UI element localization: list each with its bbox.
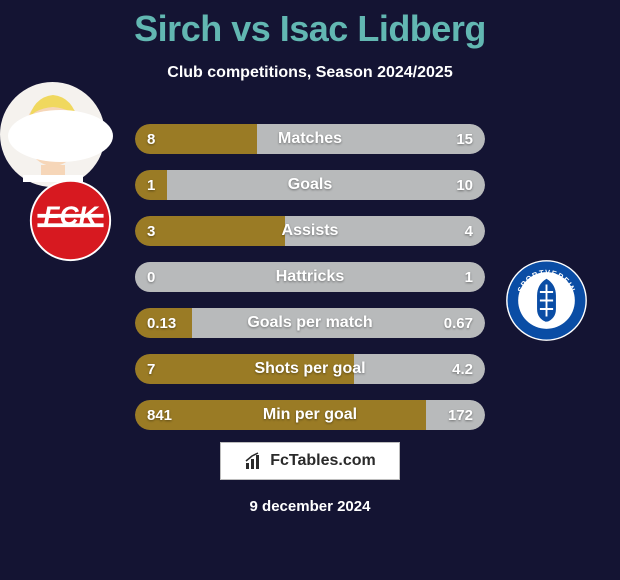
fck-logo-icon: FCK <box>28 178 113 263</box>
stat-label: Goals per match <box>135 308 485 338</box>
value-left: 3 <box>147 216 155 246</box>
stat-label: Assists <box>135 216 485 246</box>
stats-bars: Matches815Goals110Assists34Hattricks01Go… <box>135 124 485 446</box>
stat-row: Shots per goal7 4.2 <box>135 354 485 384</box>
stat-row: Goals per match0.13 0.67 <box>135 308 485 338</box>
value-right: 0.67 <box>444 308 473 338</box>
stat-row: Assists3 4 <box>135 216 485 246</box>
value-left: 1 <box>147 170 155 200</box>
club-right-logo: SPORTVEREIN DARMSTADT 1898 <box>504 258 589 343</box>
stat-label: Hattricks <box>135 262 485 292</box>
value-right: 4 <box>465 216 473 246</box>
value-right: 4.2 <box>452 354 473 384</box>
value-right: 1 <box>465 262 473 292</box>
stat-label: Shots per goal <box>135 354 485 384</box>
darmstadt-logo-icon: SPORTVEREIN DARMSTADT 1898 <box>504 258 589 343</box>
club-left-logo: FCK <box>28 178 113 263</box>
value-left: 0.13 <box>147 308 176 338</box>
value-right: 172 <box>448 400 473 430</box>
brand-label: FcTables.com <box>270 452 376 470</box>
season-subtitle: Club competitions, Season 2024/2025 <box>0 64 620 82</box>
stat-row: Min per goal841 172 <box>135 400 485 430</box>
stat-row: Hattricks0 1 <box>135 262 485 292</box>
player-left-avatar <box>8 110 113 162</box>
value-left: 0 <box>147 262 155 292</box>
chart-icon <box>244 451 264 471</box>
fctables-logo[interactable]: FcTables.com <box>220 442 400 480</box>
date-label: 9 december 2024 <box>0 498 620 515</box>
stat-label: Matches <box>135 124 485 154</box>
comparison-card: Sirch vs Isac Lidberg Club competitions,… <box>0 0 620 580</box>
value-left: 841 <box>147 400 172 430</box>
page-title: Sirch vs Isac Lidberg <box>0 0 620 50</box>
value-left: 7 <box>147 354 155 384</box>
stat-row: Matches8 15 <box>135 124 485 154</box>
svg-text:FCK: FCK <box>43 201 99 231</box>
value-right: 15 <box>456 124 473 154</box>
value-left: 8 <box>147 124 155 154</box>
stat-label: Min per goal <box>135 400 485 430</box>
value-right: 10 <box>456 170 473 200</box>
stat-label: Goals <box>135 170 485 200</box>
stat-row: Goals1 10 <box>135 170 485 200</box>
